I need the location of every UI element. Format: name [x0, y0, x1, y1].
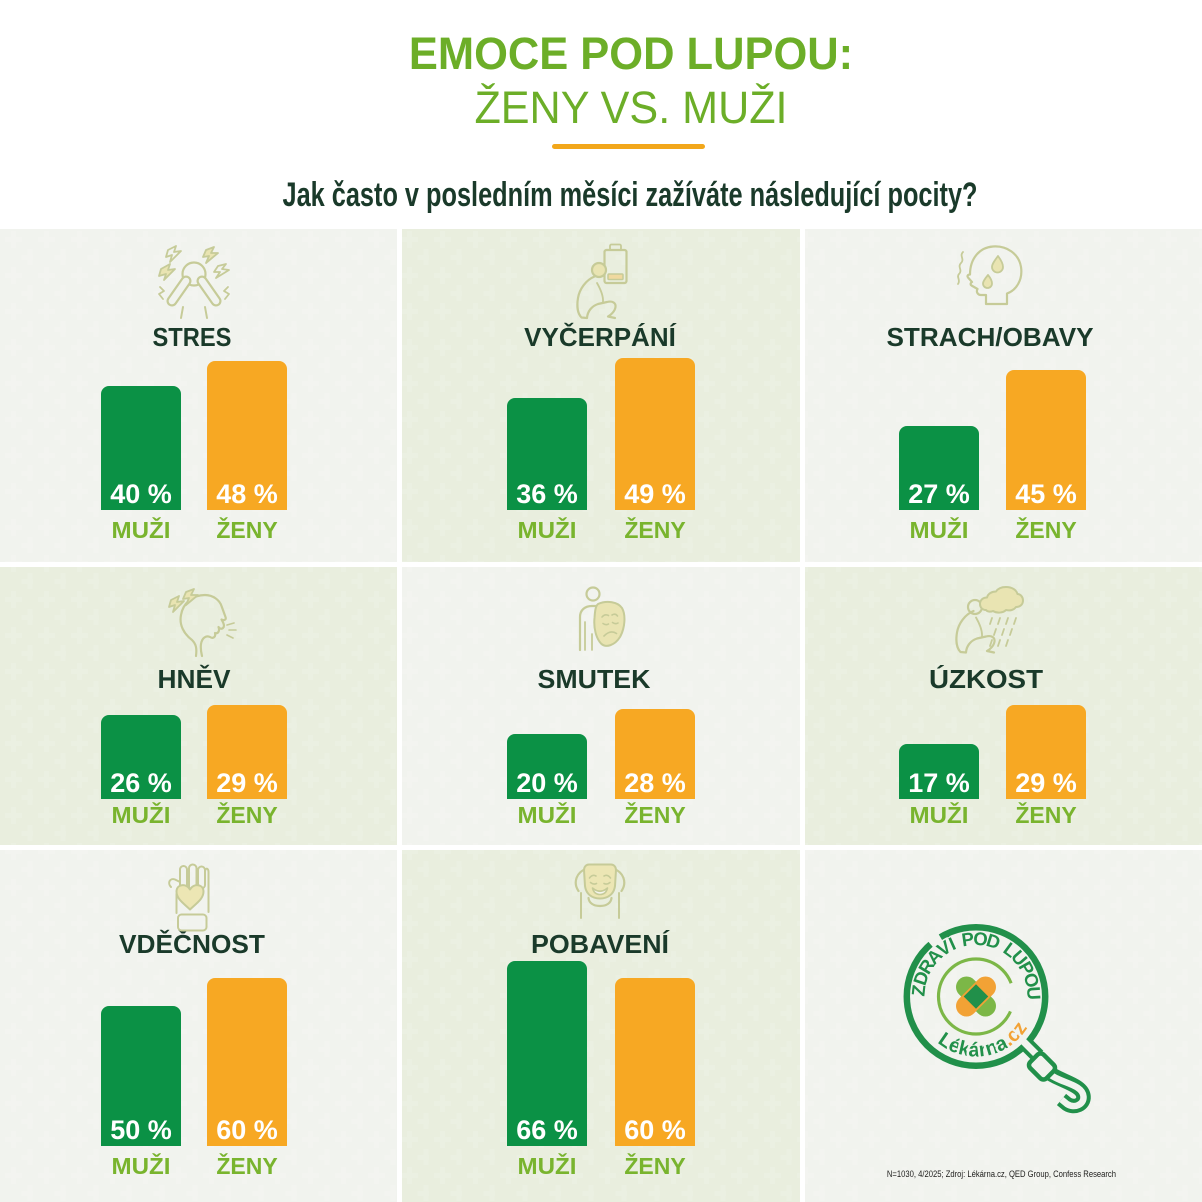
svg-text:Z: Z [907, 984, 929, 997]
svg-text:O: O [973, 928, 989, 950]
svg-text:O: O [1020, 970, 1044, 990]
svg-text:D: D [984, 929, 1003, 953]
svg-text:P: P [960, 928, 975, 951]
svg-text:D: D [909, 968, 933, 987]
svg-text:U: U [1023, 986, 1045, 1001]
